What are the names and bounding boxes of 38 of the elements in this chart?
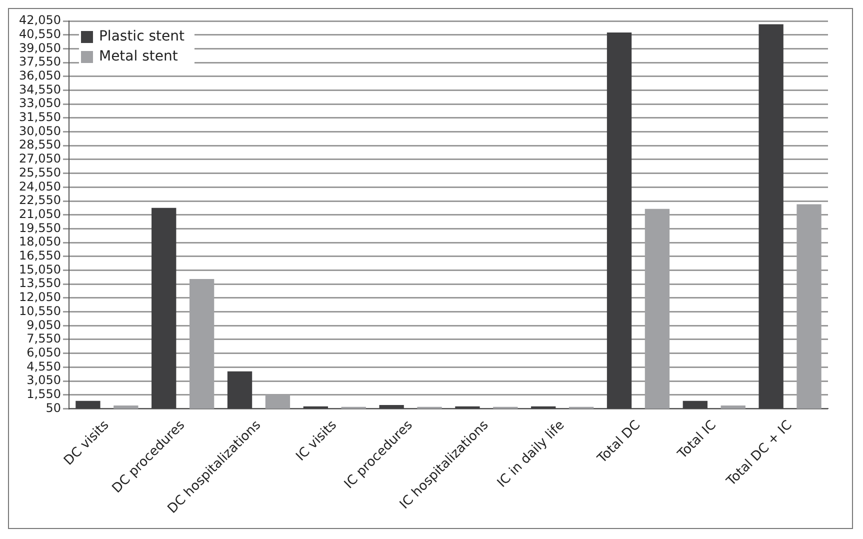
y-tick-label: 19,550 xyxy=(18,220,61,235)
y-tick-label: 27,050 xyxy=(18,152,61,166)
y-tick-label: 34,550 xyxy=(18,82,61,96)
bar xyxy=(682,400,708,409)
y-tick-label: 31,550 xyxy=(18,110,61,124)
y-tick-label: 30,050 xyxy=(18,124,61,138)
legend-label: Metal stent xyxy=(98,48,178,65)
y-tick-label: 28,550 xyxy=(18,138,61,152)
y-tick-label: 16,550 xyxy=(18,248,61,263)
bar xyxy=(379,405,404,409)
bar xyxy=(227,371,252,409)
y-tick-label: 13,550 xyxy=(18,276,61,290)
y-tick-label: 1,550 xyxy=(26,387,61,401)
y-tick-label: 6,050 xyxy=(26,345,61,360)
y-tick-label: 4,550 xyxy=(26,359,61,374)
y-tick-label: 3,050 xyxy=(26,373,61,388)
y-tick-label: 39,050 xyxy=(18,40,61,55)
y-tick-label: 36,050 xyxy=(18,68,61,83)
bar xyxy=(606,32,632,409)
bar xyxy=(758,24,784,409)
y-tick-label: 33,050 xyxy=(18,96,61,110)
y-tick-label: 37,550 xyxy=(18,54,61,69)
y-tick-label: 42,050 xyxy=(18,13,61,28)
y-tick-label: 7,550 xyxy=(26,332,61,346)
y-tick-label: 24,050 xyxy=(18,179,61,194)
y-tick-label: 21,050 xyxy=(18,206,61,221)
bar xyxy=(152,208,176,409)
legend-label: Plastic stent xyxy=(98,28,185,45)
y-tick-label: 40,550 xyxy=(18,26,61,41)
y-tick-label: 15,050 xyxy=(18,262,61,276)
y-tick-label: 10,550 xyxy=(18,304,61,318)
y-tick-label: 25,550 xyxy=(18,165,61,180)
bar xyxy=(76,400,100,409)
y-tick-label: 18,050 xyxy=(18,234,61,249)
y-tick-label: 9,050 xyxy=(26,318,61,332)
y-tick-label: 50 xyxy=(46,400,61,415)
y-tick-label: 22,550 xyxy=(18,193,61,208)
y-tick-label: 12,050 xyxy=(18,290,61,304)
